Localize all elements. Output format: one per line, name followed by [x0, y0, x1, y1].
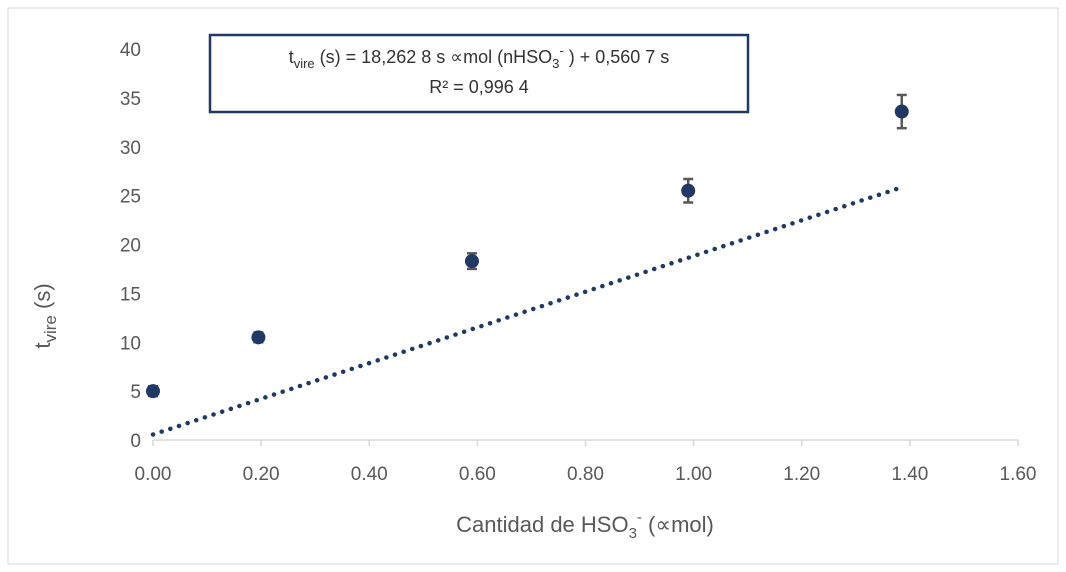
chart-area-border: [7, 7, 1059, 565]
r-squared-label: R² = 0,996 4: [429, 77, 529, 97]
y-tick-label: 30: [120, 138, 141, 159]
x-axis-ticks: 0.00 0.20 0.40 0.60 0.80 1.00 1.20 1.40 1.60: [135, 440, 1037, 485]
x-tick-label: 1.00: [675, 464, 712, 485]
x-tick-label: 0.40: [351, 464, 388, 485]
y-tick-label: 35: [120, 89, 141, 110]
data-point: [251, 330, 266, 345]
x-axis-title: Cantidad de HSO3- (∝mol): [456, 509, 714, 542]
trendline-equation: tvire (s) = 18,262 8 s ∝mol (nHSO3- ) + …: [289, 43, 670, 71]
y-axis-ticks: 0 5 10 15 20 25 30 35 40: [120, 40, 141, 452]
x-tick-label: 0.60: [459, 464, 496, 485]
data-point: [681, 183, 696, 198]
data-markers: [146, 104, 909, 399]
y-tick-label: 5: [130, 382, 141, 403]
eq-vire: vire: [294, 56, 315, 71]
y-tick-label: 40: [120, 40, 141, 61]
x-axis-title-sup: -: [637, 509, 642, 526]
y-axis-title: tvire (s): [30, 283, 60, 348]
x-axis-title-main: Cantidad de HSO: [456, 512, 628, 537]
x-axis-title-sub: 3: [629, 525, 637, 542]
y-axis-title-main: t: [30, 343, 55, 349]
eq-body: (s) = 18,262 8 s ∝mol (nHSO: [315, 47, 552, 67]
data-point: [146, 384, 160, 399]
x-tick-label: 1.20: [783, 464, 820, 485]
x-tick-label: 0.20: [243, 464, 280, 485]
y-tick-label: 0: [130, 431, 141, 452]
trendline: [150, 185, 905, 437]
y-tick-label: 15: [120, 284, 141, 305]
data-point: [464, 254, 479, 269]
x-axis-title-tail: (∝mol): [642, 512, 714, 537]
y-axis-title-sub: vire: [41, 315, 60, 342]
eq-t: t: [289, 47, 294, 67]
eq-sub3: 3: [552, 56, 559, 71]
y-tick-label: 10: [120, 333, 141, 354]
eq-end: ) + 0,560 7 s: [564, 47, 670, 67]
y-axis-title-tail: (s): [30, 283, 55, 315]
y-tick-label: 20: [120, 236, 141, 257]
x-tick-label: 1.60: [1000, 464, 1037, 485]
equation-box-border: [208, 33, 750, 114]
data-point: [894, 104, 909, 119]
x-tick-label: 0.00: [135, 464, 172, 485]
y-tick-label: 25: [120, 187, 141, 208]
trendline-equation-box: tvire (s) = 18,262 8 s ∝mol (nHSO3- ) + …: [208, 33, 750, 114]
x-tick-label: 1.40: [891, 464, 928, 485]
x-tick-label: 0.80: [567, 464, 604, 485]
eq-supminus: -: [559, 43, 563, 58]
